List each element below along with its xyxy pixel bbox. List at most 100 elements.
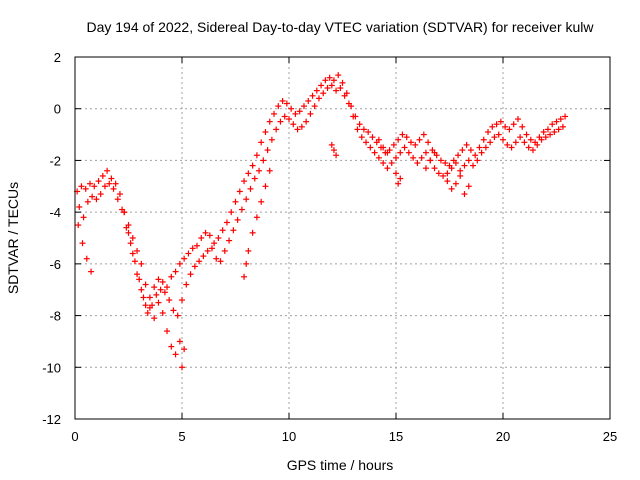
data-point bbox=[512, 139, 519, 146]
data-point bbox=[307, 110, 314, 117]
data-point bbox=[333, 152, 340, 159]
data-point bbox=[134, 271, 141, 278]
data-point bbox=[500, 136, 506, 143]
data-point bbox=[181, 255, 188, 262]
data-point bbox=[330, 77, 337, 84]
data-point bbox=[311, 103, 318, 110]
y-tick-label: -6 bbox=[49, 257, 61, 272]
data-point bbox=[273, 126, 280, 133]
data-point bbox=[455, 152, 462, 159]
data-point bbox=[388, 160, 395, 167]
data-point bbox=[290, 121, 297, 128]
data-point bbox=[380, 144, 387, 151]
data-point bbox=[330, 147, 337, 154]
data-point bbox=[320, 90, 327, 97]
data-point bbox=[365, 128, 372, 135]
data-point bbox=[309, 92, 316, 99]
data-point bbox=[313, 87, 320, 94]
data-point bbox=[395, 180, 402, 187]
data-point bbox=[104, 167, 111, 174]
data-point bbox=[230, 227, 237, 234]
data-point bbox=[208, 245, 215, 252]
data-point bbox=[172, 351, 179, 358]
data-point bbox=[384, 165, 391, 172]
data-point bbox=[384, 149, 391, 156]
plot-frame bbox=[74, 56, 611, 420]
data-point bbox=[405, 149, 412, 156]
data-point bbox=[258, 198, 265, 205]
data-point bbox=[502, 123, 509, 130]
data-point bbox=[266, 167, 273, 174]
data-point bbox=[140, 294, 147, 301]
x-tick-label: 20 bbox=[496, 429, 510, 444]
data-point bbox=[393, 170, 399, 177]
data-point bbox=[461, 191, 468, 198]
data-point bbox=[187, 271, 194, 278]
data-point bbox=[465, 183, 472, 190]
data-point bbox=[193, 242, 200, 249]
data-point bbox=[108, 175, 115, 182]
data-point bbox=[337, 85, 344, 92]
data-point bbox=[298, 123, 305, 130]
data-point bbox=[251, 175, 258, 182]
data-point bbox=[262, 183, 269, 190]
data-point bbox=[437, 157, 444, 164]
data-point bbox=[200, 253, 207, 260]
data-point bbox=[318, 82, 325, 89]
y-axis-label: SDTVAR / TECUs bbox=[5, 182, 21, 294]
data-point bbox=[286, 116, 292, 123]
data-point bbox=[529, 147, 536, 154]
data-point bbox=[551, 128, 558, 135]
data-point bbox=[93, 196, 100, 203]
y-tick-label: -8 bbox=[49, 309, 61, 324]
data-point bbox=[294, 126, 301, 133]
data-point bbox=[243, 196, 250, 203]
data-point bbox=[549, 121, 556, 128]
data-point bbox=[508, 144, 515, 151]
data-point bbox=[328, 82, 335, 89]
data-point bbox=[97, 191, 104, 198]
data-point bbox=[431, 165, 438, 172]
data-point bbox=[228, 209, 235, 216]
data-point bbox=[146, 304, 153, 311]
data-point bbox=[211, 240, 218, 247]
data-point bbox=[202, 229, 209, 236]
data-point bbox=[341, 92, 348, 99]
data-point bbox=[517, 134, 524, 141]
data-point bbox=[410, 154, 417, 161]
data-point bbox=[151, 315, 158, 322]
data-point bbox=[431, 149, 438, 156]
data-point bbox=[125, 229, 132, 236]
data-point bbox=[542, 134, 549, 141]
data-point bbox=[407, 139, 414, 146]
data-point bbox=[555, 126, 562, 133]
data-point bbox=[335, 72, 342, 79]
data-point bbox=[395, 136, 402, 143]
data-point bbox=[241, 178, 248, 185]
data-point bbox=[253, 214, 260, 221]
data-point bbox=[547, 131, 554, 138]
data-point bbox=[328, 141, 335, 148]
data-point bbox=[480, 136, 487, 143]
data-point bbox=[296, 108, 303, 115]
data-point bbox=[131, 258, 138, 265]
data-points bbox=[74, 72, 569, 371]
data-point bbox=[476, 144, 483, 151]
x-tick-label: 25 bbox=[603, 429, 617, 444]
y-tick-label: -10 bbox=[42, 360, 61, 375]
data-point bbox=[279, 97, 286, 104]
data-point bbox=[425, 139, 432, 146]
x-tick-label: 10 bbox=[282, 429, 296, 444]
data-point bbox=[249, 162, 256, 169]
data-point bbox=[333, 87, 340, 94]
data-point bbox=[134, 247, 141, 254]
data-point bbox=[485, 128, 492, 135]
data-point bbox=[427, 157, 434, 164]
data-point bbox=[300, 103, 307, 110]
data-point bbox=[448, 185, 455, 192]
data-point bbox=[125, 222, 132, 229]
data-point bbox=[371, 149, 378, 156]
data-point bbox=[514, 116, 521, 123]
data-point bbox=[89, 193, 96, 200]
